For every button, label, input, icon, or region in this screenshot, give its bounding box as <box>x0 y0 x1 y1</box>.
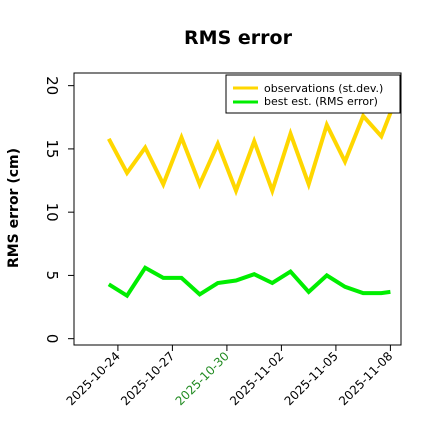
x-tick-label: 2025-10-24 <box>64 349 123 408</box>
x-tick-label: 2025-11-05 <box>282 349 341 408</box>
y-tick-label: 15 <box>43 139 61 158</box>
plot-area-frame <box>73 72 402 346</box>
y-axis: 0 5 10 15 20 <box>43 76 74 343</box>
y-tick-label: 0 <box>43 334 61 344</box>
legend-label-observations: observations (st.dev.) <box>264 82 383 95</box>
x-axis: 2025-10-242025-10-272025-10-302025-11-02… <box>64 345 395 408</box>
y-tick-label: 5 <box>43 271 61 281</box>
y-axis-label: RMS error (cm) <box>6 148 22 268</box>
series-line-best-est <box>107 265 391 299</box>
legend-label-best-est: best est. (RMS error) <box>264 95 378 108</box>
series-layer <box>107 106 395 299</box>
y-tick-label: 10 <box>43 203 61 222</box>
series-line-observations <box>107 106 395 197</box>
x-tick-label: 2025-11-08 <box>336 349 395 408</box>
chart-title: RMS error <box>184 27 293 49</box>
x-tick-label: 2025-10-30 <box>173 349 232 408</box>
legend: observations (st.dev.) best est. (RMS er… <box>225 74 401 114</box>
x-tick-label: 2025-10-27 <box>118 349 177 408</box>
y-tick-label: 20 <box>43 76 61 95</box>
legend-box <box>225 74 401 114</box>
x-tick-label: 2025-11-02 <box>227 349 286 408</box>
